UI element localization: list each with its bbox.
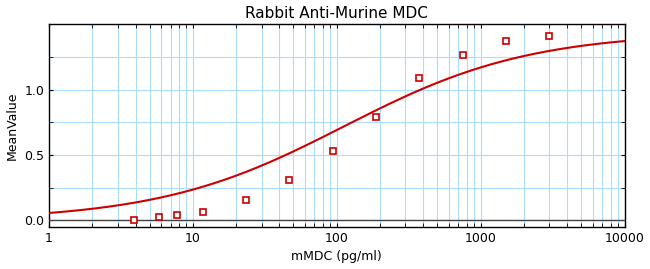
Title: Rabbit Anti-Murine MDC: Rabbit Anti-Murine MDC bbox=[245, 6, 428, 20]
X-axis label: mMDC (pg/ml): mMDC (pg/ml) bbox=[291, 250, 382, 263]
Y-axis label: MeanValue: MeanValue bbox=[6, 91, 19, 160]
